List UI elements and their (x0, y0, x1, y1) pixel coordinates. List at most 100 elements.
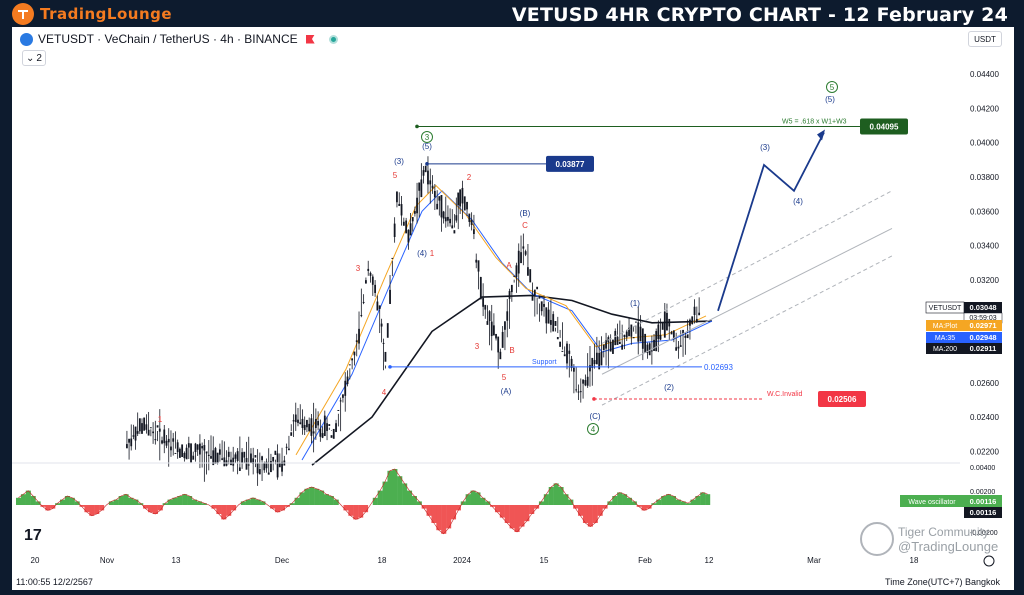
tradingview-logo: 17 (24, 527, 42, 544)
candle-body (407, 229, 410, 243)
candle-body (382, 342, 385, 344)
candle-body (330, 435, 333, 438)
oscillator-bar (89, 505, 95, 516)
candle-body (411, 217, 414, 222)
candle-body (294, 414, 297, 423)
candle-body (413, 211, 416, 214)
candle-body (466, 201, 468, 210)
candle-body (679, 345, 682, 347)
y-tick-label: 0.03400 (970, 242, 999, 251)
candle-body (130, 438, 133, 447)
oscillator-bar (397, 476, 403, 505)
candle-body (582, 379, 584, 384)
candle-body (492, 325, 495, 336)
oscillator-bar (221, 505, 227, 520)
currency-button[interactable]: USDT (968, 31, 1002, 47)
candle-body (533, 289, 536, 296)
oscillator-bar (651, 503, 657, 505)
candle-body (216, 452, 219, 463)
timezone-button[interactable]: Time Zone(UTC+7) Bangkok (885, 577, 1000, 587)
candle-body (212, 450, 215, 466)
candle-body (641, 328, 644, 349)
oscillator-bar (260, 501, 266, 505)
oscillator-bar (446, 505, 452, 529)
candle-body (552, 314, 555, 332)
candle-body (418, 182, 421, 191)
oscillator-bar (485, 501, 491, 505)
candle-body (167, 438, 170, 443)
candle-body (365, 280, 367, 284)
candle-body (455, 215, 458, 221)
vechain-icon (20, 32, 33, 46)
oscillator-bar (255, 499, 261, 505)
market-status-icon (328, 34, 338, 44)
level-note: Support (532, 359, 557, 366)
right-value-label: 0.02948 (969, 333, 996, 342)
candle-body (550, 320, 552, 325)
candle-body (635, 321, 637, 323)
candle-body (398, 203, 401, 206)
candle-body (299, 422, 302, 424)
indicator-collapse-button[interactable]: ⌄ 2 (22, 50, 46, 66)
candle-body (210, 456, 212, 459)
candle-body (183, 452, 186, 459)
candle-body (653, 339, 655, 351)
channel-lower (601, 255, 893, 406)
candle-body (420, 179, 423, 198)
oscillator-bar (172, 497, 178, 505)
chart-panel[interactable]: VETUSDT · VeChain / TetherUS · 4h · BINA… (12, 27, 1014, 590)
channel-upper (601, 190, 893, 344)
oscillator-bar (582, 505, 589, 523)
wave-label: A (506, 261, 512, 270)
oscillator-bar (128, 497, 134, 505)
candle-body (232, 457, 235, 466)
candle-body (463, 196, 466, 211)
candle-body (655, 331, 658, 352)
candle-body (207, 454, 210, 456)
oscillator-bar (617, 492, 623, 505)
oscillator-bar (211, 505, 217, 509)
candle-body (317, 421, 320, 426)
right-value-box (964, 302, 1002, 313)
oscillator-bar (563, 494, 569, 505)
candle-body (508, 291, 511, 299)
candle-body (497, 336, 500, 353)
oscillator-bar (675, 499, 681, 505)
candle-body (176, 442, 179, 453)
candle-body (661, 322, 664, 330)
price-chart[interactable]: 0.04095 W5 = .618 x W1+W3 0.03877 0.02693 Su… (12, 27, 1014, 590)
candle-body (346, 376, 349, 385)
candle-body (218, 449, 221, 455)
candle-body (205, 451, 208, 454)
candle-body (400, 204, 403, 216)
candle-body (374, 284, 377, 293)
candle-body (234, 454, 237, 459)
candle-body (602, 344, 605, 351)
oscillator-bar (519, 505, 525, 527)
candle-body (668, 318, 671, 327)
candle-body (575, 389, 578, 391)
flag-icon[interactable] (305, 34, 315, 44)
candle-body (524, 251, 527, 255)
candle-body (245, 457, 248, 470)
wave-label: (4) (793, 197, 803, 206)
candle-body (376, 301, 379, 311)
wave-label: (3) (760, 143, 770, 152)
oscillator-bar (499, 505, 505, 518)
candle-body (677, 346, 680, 349)
candle-body (367, 268, 370, 271)
candle-body (223, 457, 226, 467)
symbol-legend[interactable]: VETUSDT · VeChain / TetherUS · 4h · BINA… (20, 31, 338, 47)
candle-body (396, 191, 398, 203)
indicator-count: 2 (36, 52, 42, 64)
watermark-line1: Tiger Community (898, 524, 989, 539)
osc-value-box (964, 495, 1002, 507)
candle-body (238, 467, 241, 471)
watermark: Tiger Community @TradingLounge (860, 522, 998, 556)
oscillator-bar (133, 499, 139, 505)
candle-body (499, 351, 502, 360)
oscillator-bar (685, 503, 691, 505)
candle-body (323, 415, 326, 437)
x-tick-label: Mar (807, 556, 821, 565)
candle-body (337, 409, 340, 411)
